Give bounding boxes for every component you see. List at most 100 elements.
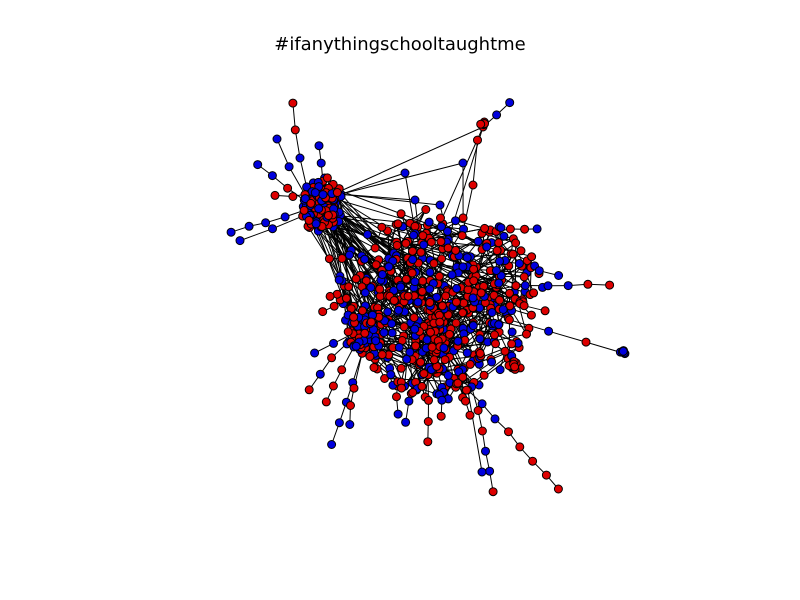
graph-edge: [340, 162, 464, 195]
graph-node-blue: [363, 230, 372, 239]
graph-node-blue: [235, 236, 245, 246]
graph-node-blue: [329, 338, 338, 348]
graph-node-red: [453, 378, 463, 388]
graph-node-blue: [377, 270, 387, 279]
graph-node-red: [605, 280, 615, 290]
graph-node-red: [318, 307, 328, 317]
graph-node-red: [490, 330, 499, 340]
graph-edge: [239, 228, 273, 242]
graph-node-red: [475, 348, 485, 358]
graph-node-red: [458, 308, 468, 318]
graph-node-red: [389, 296, 399, 305]
graph-node-red: [351, 274, 361, 284]
graph-node-blue: [316, 158, 326, 168]
graph-edge: [276, 138, 290, 167]
graph-node-red: [423, 437, 433, 447]
graph-node-red: [349, 312, 359, 322]
graph-node-red: [426, 327, 435, 337]
graph-node-blue: [534, 266, 544, 276]
graph-node-blue: [318, 190, 328, 200]
graph-node-blue: [226, 227, 236, 237]
graph-node-blue: [384, 262, 394, 272]
graph-node-red: [283, 183, 293, 193]
graph-node-red: [416, 357, 426, 367]
graph-node-blue: [482, 242, 492, 252]
graph-node-blue: [481, 446, 490, 456]
graph-node-blue: [244, 221, 254, 231]
graph-node-blue: [443, 370, 453, 380]
graph-node-blue: [554, 271, 564, 280]
graph-node-red: [583, 279, 593, 289]
graph-node-red: [417, 381, 427, 391]
graph-node-blue: [351, 341, 361, 351]
graph-node-red: [360, 328, 370, 338]
graph-node-blue: [311, 219, 321, 229]
graph-node-red: [435, 317, 445, 327]
graph-edge: [404, 172, 415, 225]
graph-node-blue: [507, 327, 517, 337]
graph-node-blue: [458, 158, 468, 168]
graph-node-red: [516, 246, 526, 256]
graph-node-red: [321, 397, 331, 407]
graph-node-red: [328, 381, 338, 391]
graph-node-blue: [491, 266, 501, 275]
graph-node-red: [306, 198, 316, 208]
graph-node-blue: [436, 222, 446, 232]
graph-edge: [340, 193, 441, 206]
graph-node-red: [461, 396, 470, 406]
graph-node-red: [358, 306, 367, 316]
graph-node-blue: [284, 162, 294, 172]
graph-node-blue: [387, 319, 397, 329]
graph-node-red: [437, 254, 447, 264]
graph-node-blue: [490, 414, 500, 424]
graph-node-red: [477, 426, 487, 436]
graph-node-red: [421, 205, 431, 214]
graph-node-blue: [495, 256, 504, 266]
graph-node-blue: [424, 217, 434, 227]
graph-edge: [340, 172, 406, 195]
graph-node-blue: [473, 236, 483, 246]
graph-node-blue: [295, 153, 305, 163]
graph-node-blue: [499, 231, 509, 241]
graph-node-blue: [401, 417, 411, 427]
graph-edge: [299, 157, 308, 188]
graph-node-red: [409, 313, 419, 323]
graph-node-red: [505, 288, 514, 298]
graph-node-blue: [437, 395, 447, 405]
graph-node-red: [507, 339, 517, 349]
graph-edge: [467, 389, 483, 473]
graph-node-blue: [261, 218, 271, 228]
graph-node-red: [443, 243, 453, 253]
graph-node-blue: [404, 396, 414, 406]
graph-node-blue: [334, 418, 344, 428]
graph-node-red: [392, 240, 402, 250]
graph-node-red: [426, 237, 436, 247]
graph-node-blue: [408, 255, 418, 264]
graph-node-blue: [410, 277, 420, 287]
graph-node-red: [425, 298, 435, 307]
graph-node-blue: [451, 216, 460, 226]
graph-node-blue: [379, 328, 389, 338]
graph-node-red: [427, 342, 437, 352]
graph-node-blue: [532, 224, 542, 234]
graph-node-blue: [253, 160, 263, 170]
graph-node-blue: [360, 288, 370, 298]
graph-node-red: [270, 190, 280, 200]
graph-node-blue: [360, 254, 370, 264]
graph-node-red: [541, 470, 551, 480]
graph-node-red: [465, 410, 475, 420]
graph-node-blue: [477, 399, 487, 409]
graph-node-blue: [494, 278, 504, 288]
graph-node-blue: [314, 141, 324, 151]
graph-node-blue: [468, 293, 478, 303]
graph-node-red: [437, 301, 447, 311]
graph-node-red: [489, 290, 499, 300]
graph-node-red: [423, 417, 433, 426]
graph-node-red: [436, 411, 446, 421]
graph-node-red: [443, 310, 453, 320]
graph-node-red: [322, 173, 332, 183]
graph-node-blue: [396, 282, 406, 292]
graph-node-red: [526, 310, 536, 320]
